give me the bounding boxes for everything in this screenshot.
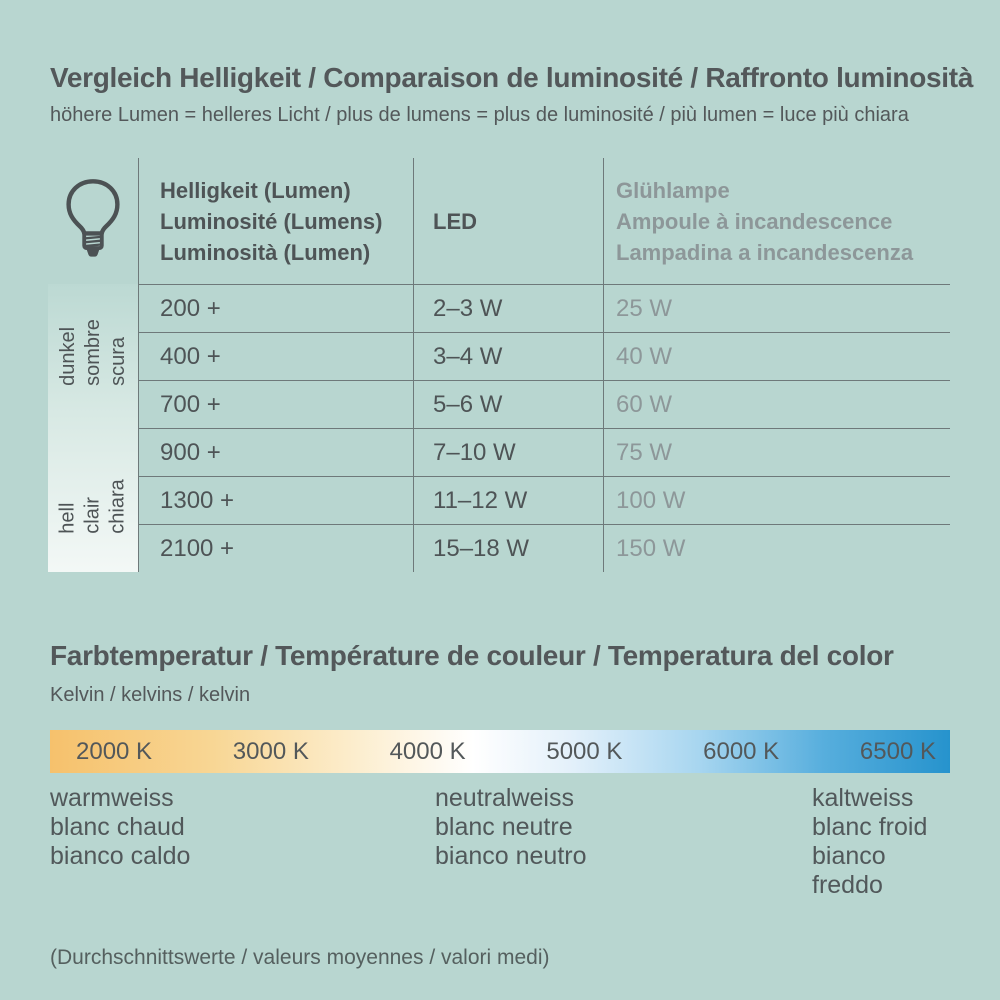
temperature-section-subtitle: Kelvin / kelvins / kelvin [50,684,251,706]
range-neutral-white-de: neutralweiss [435,784,574,812]
kelvin-label-5000: 5000 K [546,737,623,765]
scale-label-dark-wrap: dunkel sombre scura [48,286,138,418]
range-warm-white-it: bianco caldo [50,842,191,870]
header-lumen-it: Luminosità (Lumen) [160,239,371,265]
table-row-2-led: 3–4 W [413,332,603,380]
bulb-icon-cell [48,158,138,284]
table-row-2-lumen: 400 + [138,332,413,380]
brightness-section-subtitle: höhere Lumen = helleres Licht / plus de … [50,104,909,126]
scale-label-bright-wrap: hell clair chiara [48,440,138,572]
header-lumen: Helligkeit (Lumen) Luminosité (Lumens) L… [138,158,413,284]
range-neutral-white: neutralweiss blanc neutre bianco neutro [435,784,587,871]
table-row-6-lumen: 2100 + [138,524,413,572]
table-row-4-led: 7–10 W [413,428,603,476]
range-cold-white-it: bianco freddo [812,842,886,899]
scale-label-dark: dunkel sombre scura [56,318,129,386]
range-cold-white-fr: blanc froid [812,813,928,841]
dark-to-bright-scale-strip: dunkel sombre scura hell clair chiara [48,284,138,572]
table-row-1-lumen: 200 + [138,284,413,332]
range-warm-white-de: warmweiss [50,784,174,812]
header-led-label: LED [433,208,477,234]
header-incandescent-fr: Ampoule à incandescence [616,208,893,234]
header-incandescent-de: Glühlampe [616,177,730,203]
brightness-section-title: Vergleich Helligkeit / Comparaison de lu… [50,62,974,93]
light-bulb-icon [66,179,120,257]
range-neutral-white-fr: blanc neutre [435,813,573,841]
scale-label-bright: hell clair chiara [56,478,129,534]
average-values-note: (Durchschnittswerte / valeurs moyennes /… [50,946,550,969]
header-incandescent-it: Lampadina a incandescenza [616,239,914,265]
range-cold-white-de: kaltweiss [812,784,914,812]
table-row-4-lumen: 900 + [138,428,413,476]
table-row-1-incandescent: 25 W [603,284,950,332]
table-row-2-incandescent: 40 W [603,332,950,380]
table-row-5-incandescent: 100 W [603,476,950,524]
temperature-section-title: Farbtemperatur / Température de couleur … [50,640,894,671]
table-row-3-led: 5–6 W [413,380,603,428]
kelvin-scale-bar: 2000 K 3000 K 4000 K 5000 K 6000 K 6500 … [50,730,950,773]
header-led: LED [413,158,603,284]
table-row-3-incandescent: 60 W [603,380,950,428]
range-neutral-white-it: bianco neutro [435,842,587,870]
kelvin-label-4000: 4000 K [389,737,466,765]
table-row-5-lumen: 1300 + [138,476,413,524]
table-row-4-incandescent: 75 W [603,428,950,476]
kelvin-label-3000: 3000 K [232,737,309,765]
table-row-1-led: 2–3 W [413,284,603,332]
kelvin-label-2000: 2000 K [76,737,153,765]
table-row-6-led: 15–18 W [413,524,603,572]
temperature-range-labels: warmweiss blanc chaud bianco caldo neutr… [50,784,950,899]
range-cold-white: kaltweiss blanc froid bianco freddo [812,784,950,900]
table-row-5-led: 11–12 W [413,476,603,524]
brightness-comparison-table: Helligkeit (Lumen) Luminosité (Lumens) L… [48,158,950,572]
range-warm-white: warmweiss blanc chaud bianco caldo [50,784,190,871]
header-lumen-fr: Luminosité (Lumens) [160,208,383,234]
table-row-6-incandescent: 150 W [603,524,950,572]
kelvin-label-6500: 6500 K [859,737,936,765]
header-lumen-de: Helligkeit (Lumen) [160,177,351,203]
header-incandescent: Glühlampe Ampoule à incandescence Lampad… [603,158,950,284]
kelvin-label-6000: 6000 K [703,737,780,765]
range-warm-white-fr: blanc chaud [50,813,185,841]
table-row-3-lumen: 700 + [138,380,413,428]
